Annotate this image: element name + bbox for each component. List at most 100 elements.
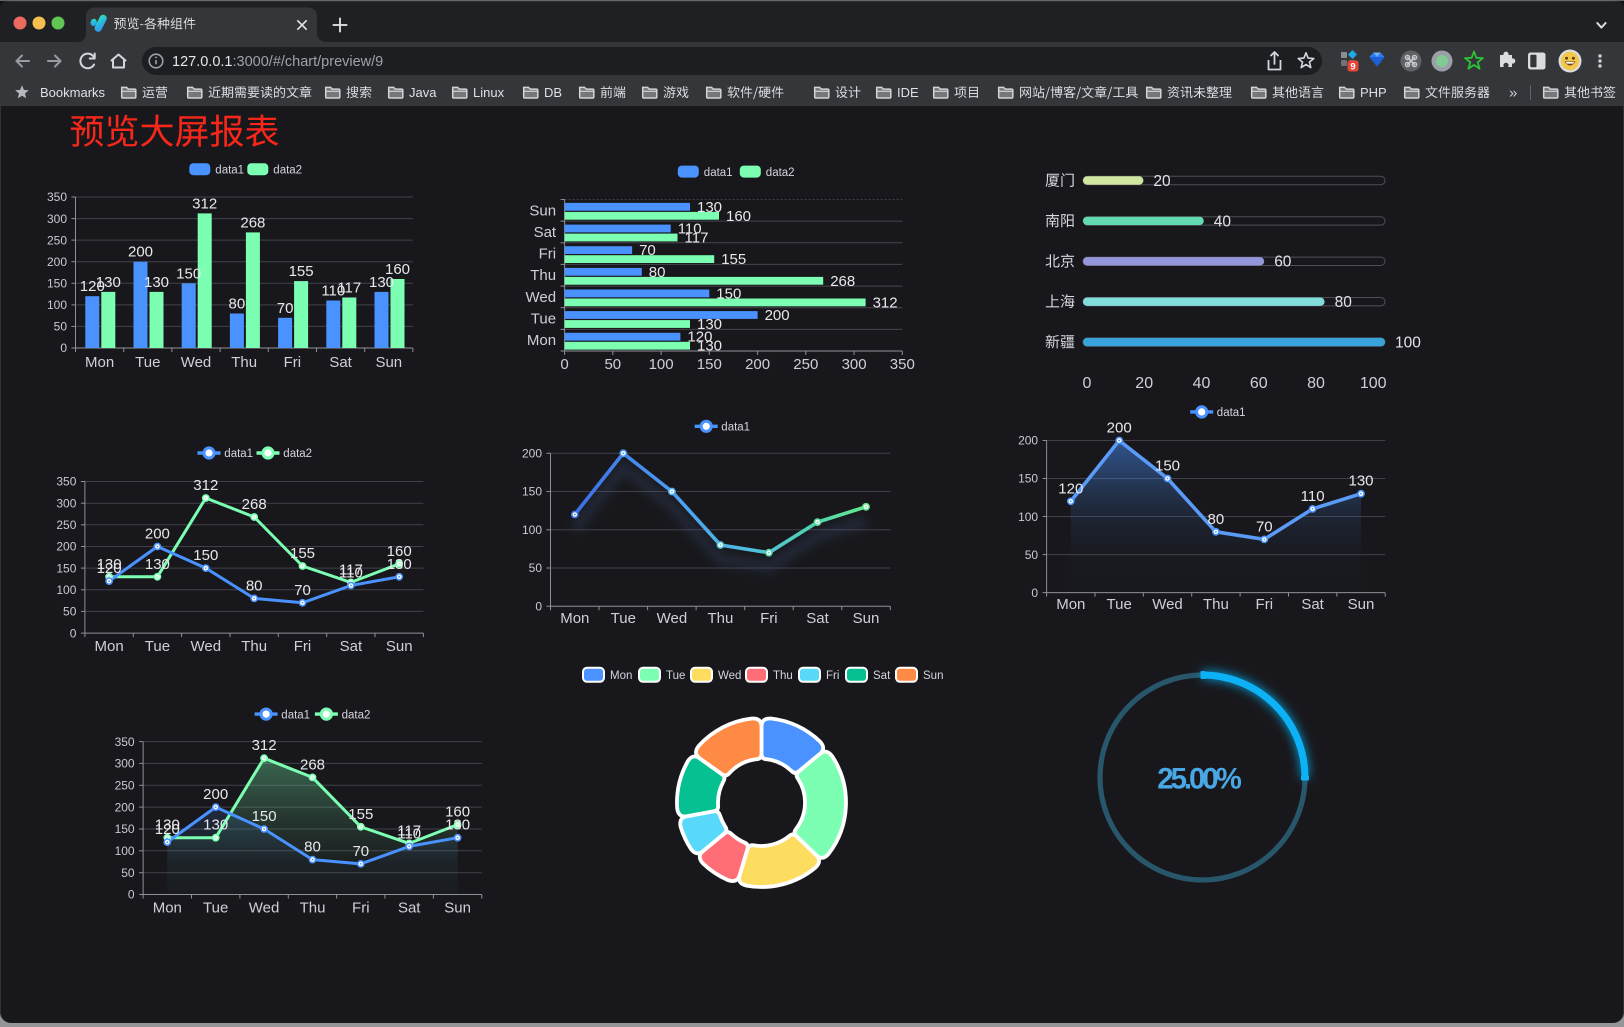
svg-text:130: 130 bbox=[97, 556, 122, 573]
svg-text:200: 200 bbox=[115, 800, 135, 814]
svg-text:60: 60 bbox=[1274, 254, 1292, 271]
svg-text:Fri: Fri bbox=[760, 610, 778, 627]
svg-text:150: 150 bbox=[176, 265, 201, 282]
svg-text:Thu: Thu bbox=[707, 610, 733, 627]
svg-text:268: 268 bbox=[300, 756, 325, 773]
svg-text:Thu: Thu bbox=[231, 354, 257, 371]
svg-text:50: 50 bbox=[604, 356, 621, 373]
svg-text:Mon: Mon bbox=[560, 610, 589, 627]
svg-text:50: 50 bbox=[54, 320, 68, 334]
svg-text:155: 155 bbox=[721, 251, 746, 268]
svg-text:155: 155 bbox=[348, 806, 373, 823]
svg-text:120: 120 bbox=[687, 329, 712, 346]
svg-text:Sat: Sat bbox=[806, 610, 829, 627]
svg-text:150: 150 bbox=[56, 561, 76, 575]
svg-text:70: 70 bbox=[277, 300, 294, 317]
svg-text:50: 50 bbox=[529, 561, 543, 575]
svg-text:130: 130 bbox=[697, 316, 722, 333]
svg-text:300: 300 bbox=[115, 757, 135, 771]
svg-text:350: 350 bbox=[890, 356, 915, 373]
svg-text:Sun: Sun bbox=[529, 202, 556, 219]
svg-text:Mon: Mon bbox=[95, 638, 124, 655]
svg-text:350: 350 bbox=[115, 735, 135, 749]
svg-text:150: 150 bbox=[522, 485, 542, 499]
svg-text:50: 50 bbox=[63, 605, 77, 619]
svg-text:100: 100 bbox=[522, 523, 542, 537]
svg-text:150: 150 bbox=[47, 277, 67, 291]
svg-text:200: 200 bbox=[47, 255, 67, 269]
svg-text:data2: data2 bbox=[273, 164, 302, 176]
svg-text:150: 150 bbox=[252, 808, 277, 825]
svg-text:117: 117 bbox=[685, 230, 709, 247]
svg-text:0: 0 bbox=[60, 341, 67, 355]
svg-text:Sat: Sat bbox=[329, 354, 352, 371]
svg-text:117: 117 bbox=[337, 280, 361, 297]
svg-text:data1: data1 bbox=[721, 422, 750, 434]
svg-text:60: 60 bbox=[1250, 375, 1268, 392]
svg-text:200: 200 bbox=[145, 526, 170, 543]
svg-text:130: 130 bbox=[155, 817, 180, 834]
svg-text:250: 250 bbox=[793, 356, 818, 373]
svg-text:Mon: Mon bbox=[610, 670, 632, 682]
svg-text:312: 312 bbox=[193, 477, 218, 494]
svg-text:data2: data2 bbox=[283, 448, 312, 460]
svg-text:268: 268 bbox=[240, 214, 265, 231]
svg-text:155: 155 bbox=[289, 263, 314, 280]
svg-text:Tue: Tue bbox=[145, 638, 170, 655]
svg-text:Wed: Wed bbox=[1152, 596, 1183, 613]
svg-text:Fri: Fri bbox=[352, 900, 370, 917]
svg-text:110: 110 bbox=[1301, 488, 1325, 505]
svg-text:40: 40 bbox=[1214, 213, 1232, 230]
svg-text:Sat: Sat bbox=[1301, 596, 1324, 613]
svg-text:Sun: Sun bbox=[386, 638, 413, 655]
svg-text:130: 130 bbox=[445, 817, 470, 834]
svg-text:70: 70 bbox=[1256, 518, 1273, 535]
svg-text:Tue: Tue bbox=[666, 670, 685, 682]
svg-text:Thu: Thu bbox=[1203, 596, 1229, 613]
svg-text:130: 130 bbox=[144, 274, 169, 291]
svg-text:Sat: Sat bbox=[873, 670, 891, 682]
svg-text:PHP: PHP bbox=[1360, 85, 1387, 100]
svg-text:150: 150 bbox=[115, 822, 135, 836]
svg-text:Bookmarks: Bookmarks bbox=[40, 85, 106, 100]
svg-text:20: 20 bbox=[1135, 375, 1153, 392]
svg-text:300: 300 bbox=[56, 496, 76, 510]
svg-text:80: 80 bbox=[649, 264, 666, 281]
svg-text:Sun: Sun bbox=[375, 354, 402, 371]
svg-text:200: 200 bbox=[1018, 434, 1038, 448]
svg-text:117: 117 bbox=[339, 561, 363, 578]
svg-text:250: 250 bbox=[115, 779, 135, 793]
svg-text:160: 160 bbox=[385, 261, 410, 278]
svg-text:Sun: Sun bbox=[444, 900, 471, 917]
svg-text:160: 160 bbox=[445, 804, 470, 821]
svg-text:130: 130 bbox=[697, 338, 722, 355]
svg-text:70: 70 bbox=[352, 843, 369, 860]
svg-text:130: 130 bbox=[697, 199, 722, 216]
svg-text:200: 200 bbox=[203, 786, 228, 803]
svg-text:Java: Java bbox=[409, 85, 437, 100]
svg-text:80: 80 bbox=[1335, 294, 1353, 311]
svg-text:120: 120 bbox=[155, 821, 180, 838]
svg-text:117: 117 bbox=[397, 822, 421, 839]
svg-text:Tue: Tue bbox=[203, 900, 228, 917]
svg-text:40: 40 bbox=[1193, 375, 1211, 392]
svg-text:Mon: Mon bbox=[527, 332, 556, 349]
svg-text:data2: data2 bbox=[342, 709, 371, 721]
svg-text:50: 50 bbox=[1025, 548, 1039, 562]
svg-text:0: 0 bbox=[70, 626, 77, 640]
svg-text:160: 160 bbox=[387, 543, 412, 560]
svg-text:200: 200 bbox=[56, 540, 76, 554]
svg-text:Mon: Mon bbox=[85, 354, 114, 371]
svg-text:150: 150 bbox=[1155, 458, 1180, 475]
svg-text:312: 312 bbox=[252, 737, 277, 754]
svg-text:155: 155 bbox=[290, 545, 315, 562]
svg-text:312: 312 bbox=[873, 294, 898, 311]
svg-text:IDE: IDE bbox=[897, 85, 919, 100]
svg-text:127.0.0.1: 127.0.0.1 bbox=[172, 54, 232, 70]
svg-text:Sat: Sat bbox=[340, 638, 363, 655]
svg-text:Tue: Tue bbox=[135, 354, 160, 371]
svg-text:Tue: Tue bbox=[611, 610, 636, 627]
svg-text:100: 100 bbox=[56, 583, 76, 597]
svg-text:110: 110 bbox=[678, 221, 702, 238]
svg-text:Sat: Sat bbox=[398, 900, 421, 917]
